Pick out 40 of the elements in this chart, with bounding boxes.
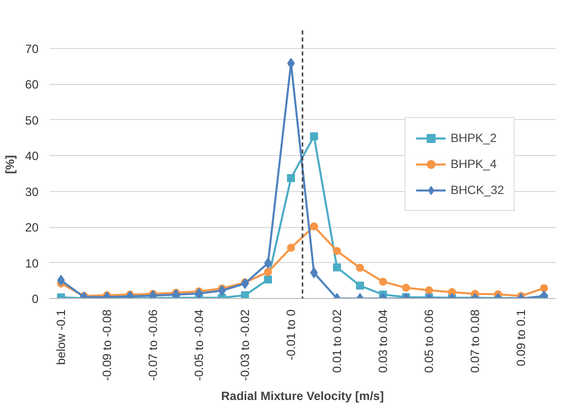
x-tick-label: -0.09 to -0.08 bbox=[100, 309, 114, 381]
point bbox=[379, 278, 387, 286]
x-tick-label: -0.03 to -0.02 bbox=[238, 309, 252, 381]
y-tick-label: 0 bbox=[32, 292, 39, 306]
x-tick-label: 0.03 to 0.04 bbox=[376, 309, 390, 373]
point bbox=[195, 288, 203, 298]
x-tick-label: -0.05 to -0.04 bbox=[192, 309, 206, 381]
y-tick-label: 40 bbox=[25, 149, 39, 164]
x-tick-label: 0.05 to 0.06 bbox=[422, 309, 436, 373]
legend-label: BHPK_4 bbox=[450, 157, 497, 171]
y-axis-title: [%] bbox=[3, 155, 18, 174]
x-axis-title: Radial Mixture Velocity [m/s] bbox=[221, 388, 384, 403]
point bbox=[287, 244, 295, 252]
x-tick-label: 0.01 to 0.02 bbox=[330, 309, 344, 373]
point bbox=[264, 268, 272, 276]
x-tick-label: below -0.1 bbox=[54, 309, 68, 365]
y-tick-label: 70 bbox=[25, 42, 39, 56]
point bbox=[425, 286, 433, 294]
point bbox=[540, 284, 548, 292]
y-tick-label: 60 bbox=[25, 78, 39, 92]
y-tick-label: 50 bbox=[25, 113, 39, 128]
point bbox=[310, 222, 318, 230]
point bbox=[310, 132, 318, 140]
x-tick-label: 0.07 to 0.08 bbox=[468, 309, 482, 373]
point bbox=[333, 246, 341, 255]
y-tick-label: 30 bbox=[25, 184, 39, 199]
point bbox=[241, 291, 249, 298]
point bbox=[287, 174, 295, 182]
point bbox=[333, 263, 341, 272]
legend-label: BHPK_2 bbox=[450, 131, 497, 145]
point bbox=[264, 276, 272, 284]
x-tick-label: -0.01 to 0 bbox=[284, 309, 298, 360]
x-tick-label: 0.09 to 0.1 bbox=[514, 309, 528, 366]
point bbox=[402, 284, 410, 292]
point bbox=[356, 264, 364, 272]
point bbox=[356, 282, 364, 290]
legend-label: BHCK_32 bbox=[450, 183, 504, 197]
y-tick-label: 20 bbox=[25, 220, 39, 235]
x-tick-label: -0.07 to -0.06 bbox=[146, 309, 160, 381]
y-tick-label: 10 bbox=[25, 256, 39, 270]
